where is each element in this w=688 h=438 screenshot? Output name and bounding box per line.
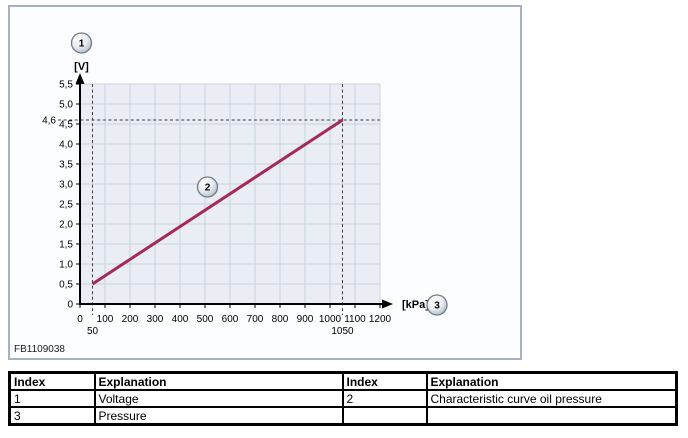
- y-tick-label: 0: [67, 300, 73, 311]
- legend-table-body: 1 Voltage 2 Characteristic curve oil pressu…: [8, 389, 678, 426]
- x-tick-label: 1100: [344, 314, 366, 325]
- x-annotation: 50: [87, 326, 99, 337]
- legend-cell: 3: [8, 406, 96, 426]
- y-tick-label: 4,5: [59, 120, 73, 131]
- figure-panel: 0 100 200 300 400 500 600 700 800 900 1000 1100 1200…: [8, 5, 522, 360]
- x-tick-label: 1000: [319, 314, 342, 325]
- legend-table-head: Index Explanation Index Explanation: [8, 371, 678, 391]
- legend-cell: Characteristic curve oil pressure: [425, 389, 678, 408]
- callout-number: 1: [79, 39, 85, 50]
- legend-row: 3 Pressure: [8, 406, 678, 426]
- x-tick-label: 300: [147, 314, 164, 325]
- y-annotation: 4,6: [42, 116, 56, 127]
- legend-cell: 2: [341, 389, 428, 408]
- x-tick-label: 100: [97, 314, 114, 325]
- x-tick-label: 200: [122, 314, 139, 325]
- x-tick-label: 900: [297, 314, 314, 325]
- x-tick-label: 700: [247, 314, 264, 325]
- characteristic-curve-chart: 0 100 200 300 400 500 600 700 800 900 1000 1100 1200…: [10, 7, 520, 358]
- callout-circle-icon: [426, 294, 448, 316]
- x-tick-label: 1200: [369, 314, 392, 325]
- callout-number: 3: [434, 301, 440, 312]
- legend-cell: 1: [8, 389, 96, 408]
- x-tick-label: 400: [172, 314, 189, 325]
- y-tick-label: 1,0: [59, 260, 73, 271]
- legend-row: 1 Voltage 2 Characteristic curve oil pressu…: [8, 389, 678, 408]
- legend-header-cell: Index: [341, 371, 428, 391]
- y-tick-label: 1,5: [59, 240, 73, 251]
- x-axis-arrow-icon: [382, 299, 393, 309]
- x-tick-label: 800: [272, 314, 289, 325]
- legend-cell: [341, 406, 428, 426]
- legend-table: Index Explanation Index Explanation 1 Voltag…: [8, 371, 678, 426]
- y-tick-label: 2,5: [59, 200, 73, 211]
- callout-1: 1: [70, 32, 93, 54]
- y-axis-unit-label: [V]: [74, 61, 89, 73]
- x-tick-label: 600: [222, 314, 239, 325]
- legend-cell: Voltage: [93, 389, 344, 408]
- legend-header-cell: Index: [8, 371, 96, 391]
- callout-2: 2: [196, 176, 219, 198]
- legend-header-cell: Explanation: [93, 371, 344, 391]
- y-tick-label: 4,0: [59, 140, 73, 151]
- legend-cell: [425, 406, 678, 426]
- y-tick-label: 3,5: [59, 160, 73, 171]
- legend-header-row: Index Explanation Index Explanation: [8, 371, 678, 391]
- x-annotation: 1050: [331, 326, 354, 337]
- callout-circle-icon: [70, 32, 93, 54]
- x-tick-label: 0: [77, 314, 83, 325]
- characteristic-curve: [91, 118, 344, 286]
- chart-svg: 0 100 200 300 400 500 600 700 800 900 1000 1100 1200…: [42, 32, 448, 337]
- x-tick-label: 500: [197, 314, 214, 325]
- y-tick-label: 0,5: [59, 280, 73, 291]
- figure-code: FB1109038: [14, 344, 65, 355]
- y-tick-label: 5,0: [59, 100, 73, 111]
- callout-3: 3: [426, 294, 448, 316]
- y-tick-label: 2,0: [59, 220, 73, 231]
- legend-cell: Pressure: [93, 406, 344, 426]
- callout-number: 2: [205, 183, 211, 194]
- y-axis-arrow-icon: [75, 73, 85, 84]
- legend-header-cell: Explanation: [425, 371, 678, 391]
- y-tick-label: 5,5: [59, 80, 73, 91]
- x-axis-unit-label: [kPa]: [402, 299, 429, 311]
- y-tick-label: 3,0: [59, 180, 73, 191]
- callout-circle-icon: [196, 176, 219, 198]
